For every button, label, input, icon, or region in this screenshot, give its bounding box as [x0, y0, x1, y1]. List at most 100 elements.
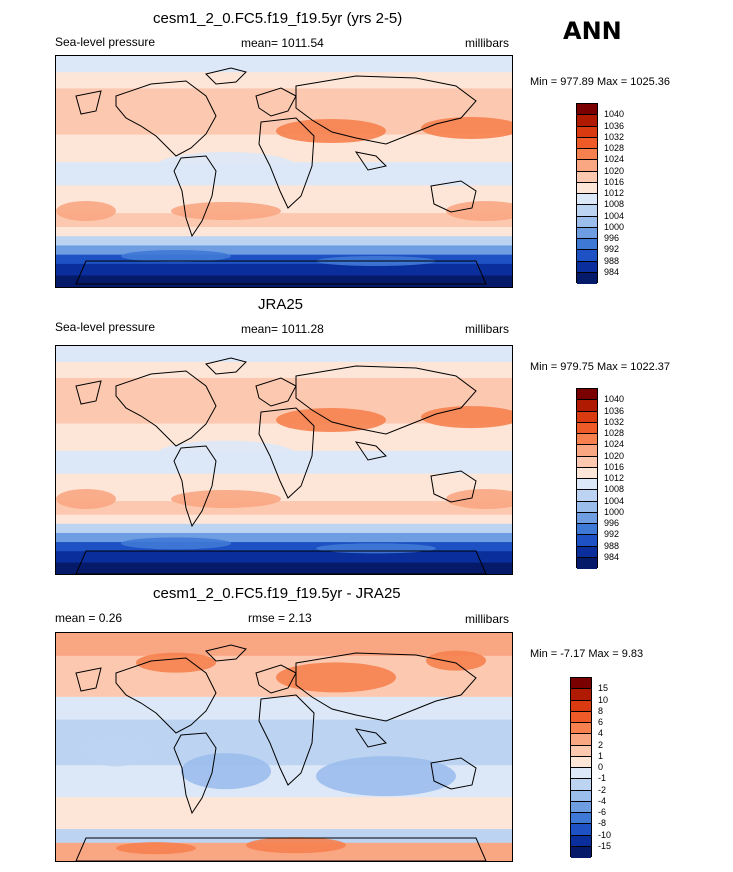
colorbar-tick-label: 15	[598, 683, 609, 694]
colorbar-swatch	[577, 160, 597, 172]
colorbar-tick-label: -2	[598, 784, 607, 795]
coastline	[255, 377, 297, 407]
colorbar-swatch	[577, 501, 597, 513]
colorbar-swatch	[577, 104, 597, 116]
colorbar-tick-label: -1	[598, 773, 607, 784]
pressure-feature	[171, 202, 281, 220]
colorbar-tick-label: -8	[598, 818, 607, 829]
colorbar-swatch	[571, 756, 591, 768]
difference-map	[55, 632, 513, 862]
min-max-label: Min = -7.17 Max = 9.83	[530, 648, 644, 660]
colorbar-swatch	[577, 434, 597, 446]
colorbar-tick-label: 1032	[604, 131, 625, 142]
colorbar-swatch	[577, 389, 597, 401]
colorbar-swatch	[571, 790, 591, 802]
coastline	[173, 155, 217, 238]
coastline	[115, 80, 217, 157]
colorbar-swatch	[571, 846, 591, 858]
contour-band	[56, 72, 512, 89]
contour-band	[56, 263, 512, 276]
colorbar-tick-label: 0	[598, 762, 604, 772]
colorbar-tick-label: 992	[604, 529, 620, 540]
map-contours	[56, 56, 512, 287]
pressure-feature	[156, 152, 296, 180]
colorbar-swatch	[571, 779, 591, 791]
contour-band	[56, 275, 512, 287]
contour-band	[56, 346, 512, 363]
panel-title: cesm1_2_0.FC5.f19_f19.5yr - JRA25	[153, 585, 401, 602]
season-label: ANN	[563, 17, 622, 45]
contour-band	[56, 236, 512, 246]
coastline	[295, 365, 477, 435]
colorbar-tick-label: 1032	[604, 416, 625, 427]
contour-band	[56, 245, 512, 256]
pressure-feature	[86, 736, 146, 767]
mean-label: mean = 0.26	[55, 611, 123, 625]
pressure-feature	[116, 842, 196, 855]
coastline	[75, 260, 487, 285]
colorbar-tick-label: 1008	[604, 199, 625, 210]
colorbar-swatch	[577, 171, 597, 183]
colorbar-swatch	[571, 824, 591, 836]
colorbar-tick-label: -10	[598, 829, 612, 840]
coastline	[75, 380, 102, 405]
pressure-feature	[56, 488, 116, 509]
coastline	[430, 180, 477, 213]
colorbar-swatch	[571, 734, 591, 746]
colorbar-tick-label: 1028	[604, 143, 625, 153]
colorbar-swatch	[571, 801, 591, 813]
colorbar-tick-label: 4	[598, 728, 604, 739]
map-contours	[56, 346, 512, 574]
coastline	[430, 757, 477, 790]
colorbar	[576, 103, 598, 284]
coastline	[258, 117, 315, 209]
coastline	[75, 550, 487, 574]
colorbar-tick-label: 988	[604, 540, 620, 551]
min-max-label: Min = 977.89 Max = 1025.36	[530, 76, 671, 88]
coastline	[255, 664, 297, 694]
contour-band	[56, 542, 512, 552]
contour-band	[56, 523, 512, 534]
colorbar-tick-label: 1016	[604, 176, 625, 187]
colorbar-tick-label: 1020	[604, 165, 625, 176]
coastline	[75, 667, 102, 692]
colorbar-tick-label: 1028	[604, 428, 625, 438]
colorbar-swatch	[577, 205, 597, 217]
colorbar-tick-label: 1024	[604, 154, 625, 165]
contour-band	[56, 501, 512, 516]
contour-band	[56, 56, 512, 73]
coastlines	[75, 644, 487, 861]
coastline	[205, 644, 247, 662]
colorbar-tick-label: 1008	[604, 484, 625, 495]
colorbar-tick-label: 10	[598, 694, 609, 705]
colorbar-swatch	[571, 689, 591, 701]
colorbar-tick-label: 988	[604, 255, 620, 266]
coastline	[115, 370, 217, 447]
colorbar-swatch	[571, 835, 591, 847]
coastlines	[75, 67, 487, 285]
coastline	[205, 67, 247, 85]
pressure-feature	[246, 837, 346, 854]
rmse-label: rmse = 2.13	[248, 611, 312, 625]
coastline	[75, 90, 102, 115]
contour-band	[56, 696, 512, 721]
colorbar-swatch	[577, 250, 597, 262]
mean-label: mean= 1011.28	[241, 322, 324, 336]
colorbar-swatch	[577, 115, 597, 127]
colorbar-tick-label: 1036	[604, 405, 625, 416]
colorbar-tick-label: 1016	[604, 461, 625, 472]
colorbar-swatch	[577, 479, 597, 491]
colorbar-tick-label: 992	[604, 244, 620, 255]
colorbar-tick-label: 996	[604, 233, 620, 243]
units-label: millibars	[465, 322, 510, 336]
pressure-feature	[181, 753, 271, 790]
coastline	[295, 75, 477, 145]
pressure-feature	[446, 201, 512, 221]
colorbar-tick-label: 1004	[604, 495, 625, 506]
colorbar-tick-label: 1036	[604, 120, 625, 131]
colorbar-swatch	[577, 261, 597, 273]
contour-band	[56, 532, 512, 543]
colorbar-swatch	[577, 512, 597, 524]
coastline	[115, 657, 217, 734]
colorbar-swatch	[577, 445, 597, 457]
